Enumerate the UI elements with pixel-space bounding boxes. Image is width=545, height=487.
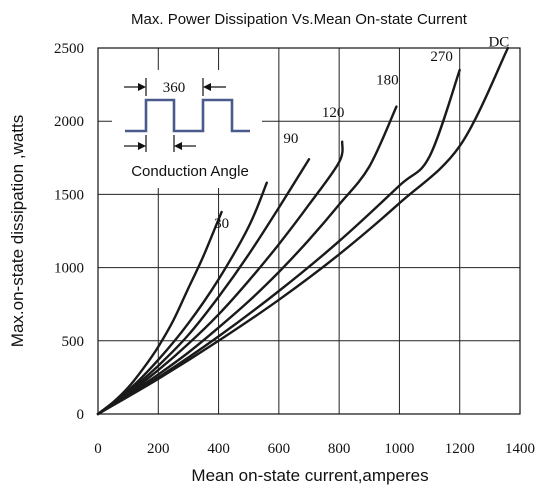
curve-label-dc: DC xyxy=(488,35,509,51)
conduction-arrowhead-left xyxy=(138,142,146,150)
x-tick-label: 1200 xyxy=(445,441,475,457)
x-tick-label: 800 xyxy=(328,441,351,457)
x-tick-label: 200 xyxy=(147,441,170,457)
period-arrowhead-right xyxy=(203,83,211,91)
curve-label-270: 270 xyxy=(430,49,453,65)
inset-background xyxy=(112,70,262,188)
y-tick-label: 2000 xyxy=(54,114,84,130)
x-tick-labels: 0 200 400 600 800 1000 1200 1400 xyxy=(94,441,535,457)
series-line-30 xyxy=(96,210,223,416)
series-line-120 xyxy=(96,158,311,416)
conduction-angle-inset: 360 Conduction Angle xyxy=(112,70,262,188)
curve-label-120: 120 xyxy=(322,105,345,121)
y-tick-label: 500 xyxy=(62,334,85,350)
x-tick-label: 400 xyxy=(207,441,230,457)
plot-frame xyxy=(97,47,521,415)
curve-label-180: 180 xyxy=(376,73,399,89)
series-line-180 xyxy=(96,140,344,416)
period-arrowhead-left xyxy=(138,83,146,91)
conduction-waveform xyxy=(125,98,250,133)
series-line-unlabeled xyxy=(96,46,510,416)
curve-label-30: 30 xyxy=(214,216,229,232)
series-line-270 xyxy=(96,105,398,416)
y-axis-title: Max.on-state dissipation ,watts xyxy=(8,115,27,347)
x-tick-label: 600 xyxy=(268,441,291,457)
conduction-angle-caption: Conduction Angle xyxy=(131,163,249,180)
y-tick-label: 2500 xyxy=(54,41,84,57)
series-lines xyxy=(96,46,510,416)
chart-title: Max. Power Dissipation Vs.Mean On-state … xyxy=(131,11,468,28)
conduction-arrowhead-right xyxy=(174,142,182,150)
x-tick-label: 1000 xyxy=(384,441,414,457)
curve-labels: 30 90 120 180 270 DC xyxy=(214,35,509,233)
period-label: 360 xyxy=(163,80,186,96)
curve-label-90: 90 xyxy=(283,131,298,147)
y-tick-label: 1500 xyxy=(54,187,84,203)
x-tick-label: 1400 xyxy=(505,441,535,457)
y-tick-label: 1000 xyxy=(54,261,84,277)
x-tick-label: 0 xyxy=(94,441,102,457)
x-axis-title: Mean on-state current,amperes xyxy=(191,466,428,485)
y-tick-labels: 0 500 1000 1500 2000 2500 xyxy=(54,41,84,423)
series-line-dc xyxy=(96,68,461,416)
y-tick-label: 0 xyxy=(77,407,85,423)
